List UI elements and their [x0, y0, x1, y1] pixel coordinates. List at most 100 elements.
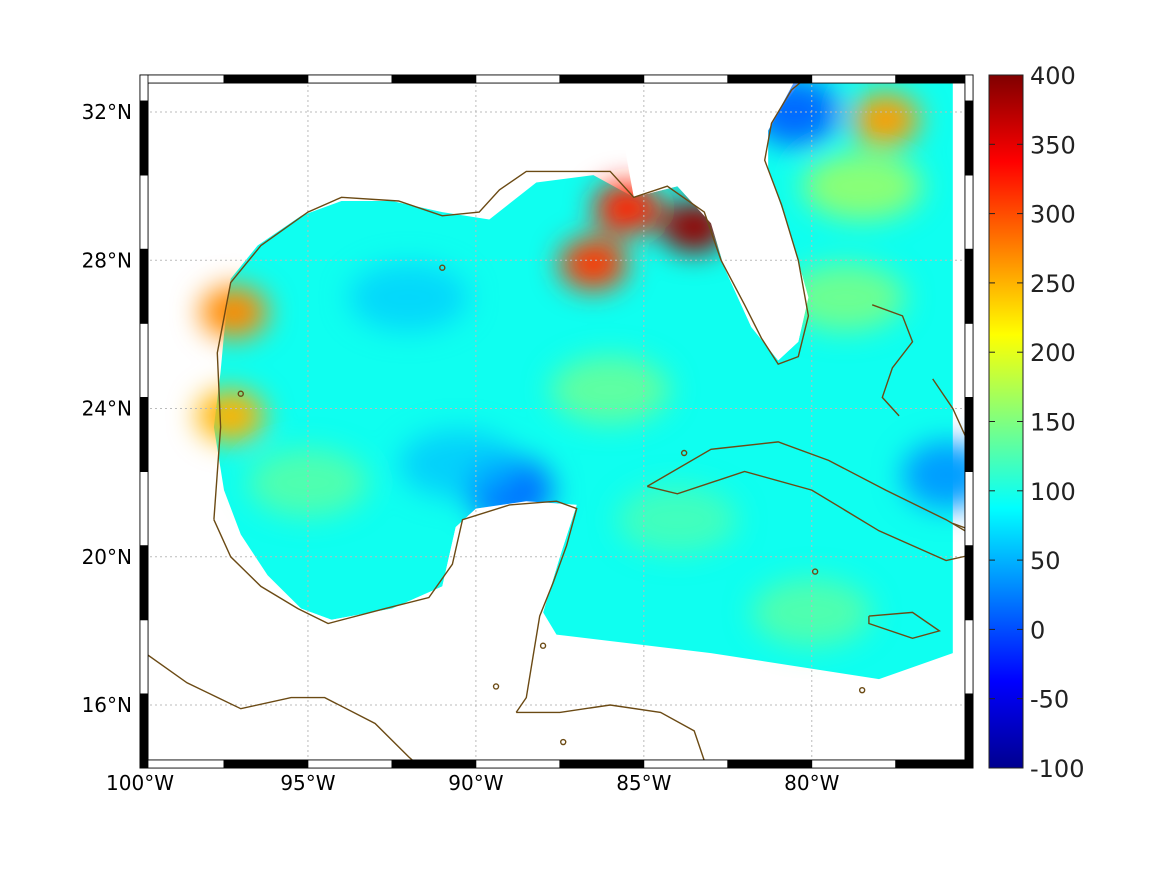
field-spot-5 [851, 93, 920, 146]
colorbar-tick-label: 0 [1030, 616, 1045, 644]
frame-bar-top [559, 74, 645, 84]
map-frame [139, 74, 974, 769]
frame-bar-bottom [895, 759, 974, 769]
frame-bar-right [964, 471, 974, 547]
colorbar-tick-label: 50 [1030, 547, 1061, 575]
map-area [148, 83, 965, 761]
colorbar-ticks: -100 -50 0 50 100 150 200 250 300 350 400 [989, 62, 1084, 783]
coastline-2 [148, 654, 415, 761]
coastline-5 [868, 611, 942, 640]
frame-bar-right [964, 619, 974, 695]
coastline [148, 83, 965, 761]
frame-bar-bottom [811, 759, 897, 769]
frame-bar-right [964, 100, 974, 176]
frame-bar-right [964, 397, 974, 472]
field-band-1 [550, 356, 671, 424]
y-tick-labels: 16°N 20°N 24°N 28°N 32°N [82, 100, 132, 717]
coastline-4 [646, 441, 965, 562]
field-spot-3 [200, 286, 268, 339]
field-band-5 [751, 578, 872, 647]
frame-bar-right [964, 174, 974, 250]
y-tick-label: 32°N [82, 100, 132, 124]
frame-bar-left [139, 174, 149, 250]
island-2 [539, 642, 547, 649]
frame-bar-top [475, 74, 561, 84]
coastline-6 [871, 304, 914, 417]
island-4 [811, 568, 819, 575]
frame-bar-left [139, 100, 149, 176]
x-tick-label: 95°W [280, 771, 335, 795]
field-band-6 [348, 263, 469, 332]
frame-bar-left [139, 74, 149, 102]
frame-bar-bottom [559, 759, 645, 769]
field-band-3 [802, 152, 923, 221]
coastline-8 [952, 522, 965, 529]
field-band-0 [247, 448, 368, 517]
field-band-7 [399, 430, 520, 499]
frame-bar-right [964, 74, 974, 102]
x-tick-label: 100°W [106, 771, 174, 795]
colorbar: -100 -50 0 50 100 150 200 250 300 350 400 [988, 62, 1084, 783]
coastline-3 [516, 704, 705, 761]
island-0 [237, 390, 244, 397]
island-1 [439, 264, 446, 271]
y-tick-label: 20°N [82, 545, 132, 569]
frame-bar-bottom [139, 759, 225, 769]
y-tick-label: 16°N [82, 693, 132, 717]
island-6 [492, 683, 500, 690]
colorbar-tick-label: 400 [1030, 62, 1076, 90]
colorbar-tick-label: -100 [1030, 755, 1084, 783]
frame-bar-bottom [727, 759, 813, 769]
frame-bar-right [964, 545, 974, 621]
frame-bar-bottom [223, 759, 309, 769]
frame-bar-top [811, 74, 897, 84]
frame-bar-left [139, 619, 149, 695]
colorbar-tick-label: 200 [1030, 339, 1076, 367]
field-band-2 [785, 263, 906, 332]
island-5 [858, 686, 866, 694]
land-1 [271, 501, 577, 761]
frame-bar-bottom [391, 759, 477, 769]
frame-bar-bottom [475, 759, 561, 769]
y-tick-label: 24°N [82, 397, 132, 421]
y-tick-label: 28°N [82, 248, 132, 272]
frame-bar-top [391, 74, 477, 84]
field-band-4 [617, 485, 738, 554]
land-mask [271, 83, 809, 761]
frame-bar-left [139, 322, 149, 398]
grid-lines [148, 83, 965, 761]
frame-bar-right [964, 322, 974, 398]
field-spot-4 [196, 389, 265, 442]
frame-bar-top [895, 74, 974, 84]
frame-bar-top [727, 74, 813, 84]
frame-bar-left [139, 397, 149, 472]
coastline-1 [213, 500, 578, 713]
frame-bar-left [139, 693, 149, 769]
frame-bar-left [139, 248, 149, 324]
colorbar-tick-label: 100 [1030, 478, 1076, 506]
land-0 [613, 83, 809, 361]
frame-bar-top [223, 74, 309, 84]
frame-bar-left [139, 545, 149, 621]
field-spot-8 [901, 441, 965, 510]
x-tick-label: 80°W [784, 771, 839, 795]
island-3 [680, 449, 688, 457]
colorbar-tick-label: -50 [1030, 686, 1069, 714]
colorbar-tick-label: 150 [1030, 409, 1076, 437]
frame-bar-top [139, 74, 225, 84]
frame-bar-top [643, 74, 729, 84]
x-tick-labels: 100°W 95°W 90°W 85°W 80°W [106, 771, 840, 795]
coastline-7 [932, 378, 965, 438]
frame-bar-right [964, 248, 974, 324]
coastline-0 [213, 83, 810, 520]
frame-bar-bottom [307, 759, 393, 769]
frame-bar-top [307, 74, 393, 84]
frame-bar-left [139, 471, 149, 547]
field-spot-2 [559, 238, 628, 290]
colorbar-tick-label: 250 [1030, 270, 1076, 298]
frame-bar-bottom [643, 759, 729, 769]
colorbar-tick-label: 350 [1030, 131, 1076, 159]
colorbar-tick-label: 300 [1030, 201, 1076, 229]
x-tick-label: 90°W [448, 771, 503, 795]
